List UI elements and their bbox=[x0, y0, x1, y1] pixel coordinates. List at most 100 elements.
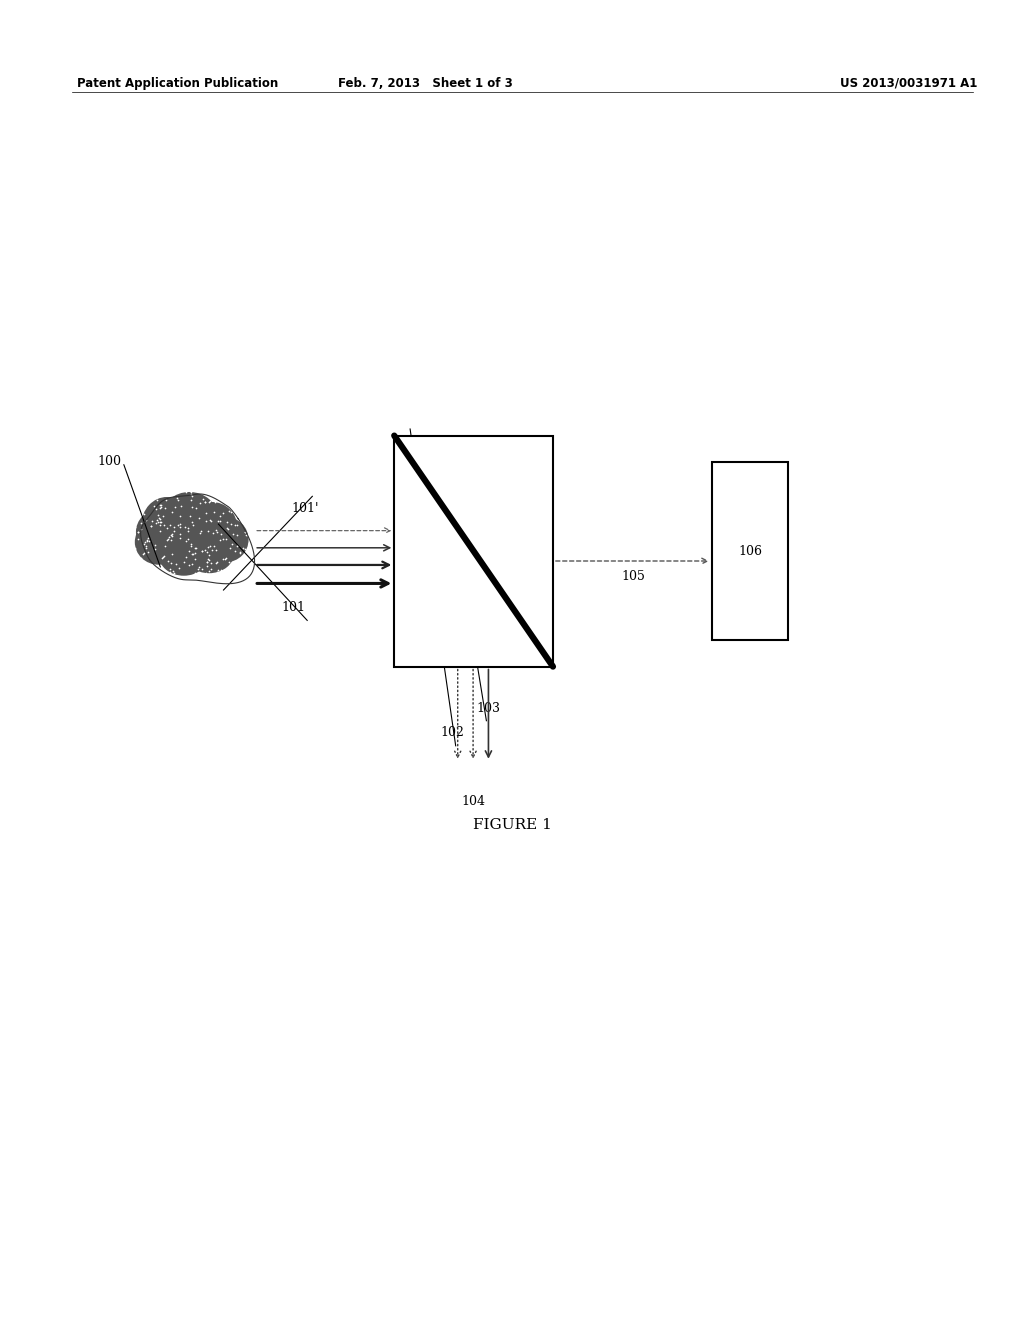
Point bbox=[238, 521, 254, 543]
Point bbox=[155, 506, 171, 527]
Point bbox=[203, 553, 219, 574]
Point bbox=[124, 517, 140, 539]
Point bbox=[201, 491, 217, 512]
Point bbox=[160, 550, 176, 572]
Point bbox=[151, 504, 167, 525]
Point bbox=[125, 527, 141, 548]
Point bbox=[190, 508, 207, 529]
Point bbox=[241, 525, 257, 546]
Point bbox=[194, 541, 210, 562]
Point bbox=[158, 566, 174, 587]
Point bbox=[224, 533, 241, 554]
Point bbox=[196, 566, 212, 587]
Point bbox=[175, 552, 191, 573]
Point bbox=[164, 543, 180, 564]
Point bbox=[229, 524, 246, 545]
Point bbox=[198, 562, 214, 583]
Point bbox=[205, 523, 221, 544]
Point bbox=[212, 506, 228, 527]
Point bbox=[147, 561, 164, 582]
Point bbox=[163, 529, 179, 550]
Text: 102: 102 bbox=[440, 726, 464, 739]
Point bbox=[147, 561, 164, 582]
Point bbox=[183, 544, 200, 565]
Point bbox=[200, 537, 216, 558]
Point bbox=[126, 540, 142, 561]
Point bbox=[159, 529, 175, 550]
Point bbox=[138, 529, 155, 550]
Point bbox=[232, 541, 249, 562]
Ellipse shape bbox=[184, 531, 234, 573]
Point bbox=[137, 496, 154, 517]
Ellipse shape bbox=[141, 498, 193, 552]
Point bbox=[153, 496, 169, 517]
Point bbox=[129, 521, 145, 543]
Point bbox=[166, 516, 182, 537]
Point bbox=[127, 516, 143, 537]
Point bbox=[225, 523, 242, 544]
Point bbox=[140, 531, 157, 552]
Point bbox=[139, 490, 156, 511]
Point bbox=[178, 531, 195, 552]
Point bbox=[164, 524, 180, 545]
Point bbox=[153, 494, 169, 515]
Point bbox=[170, 490, 186, 511]
Point bbox=[171, 528, 187, 549]
Point bbox=[169, 479, 185, 500]
Point bbox=[200, 565, 216, 586]
Ellipse shape bbox=[159, 533, 209, 576]
Point bbox=[146, 486, 163, 507]
Point bbox=[172, 524, 188, 545]
Text: Feb. 7, 2013   Sheet 1 of 3: Feb. 7, 2013 Sheet 1 of 3 bbox=[338, 77, 512, 90]
Point bbox=[221, 552, 238, 573]
Point bbox=[224, 500, 241, 521]
Point bbox=[195, 488, 211, 510]
Point bbox=[187, 498, 204, 519]
Ellipse shape bbox=[136, 510, 181, 554]
Point bbox=[210, 511, 226, 532]
Text: 105: 105 bbox=[622, 570, 645, 583]
Point bbox=[216, 490, 232, 511]
Point bbox=[223, 513, 240, 535]
Point bbox=[133, 548, 150, 569]
Point bbox=[187, 475, 204, 496]
Point bbox=[137, 535, 154, 556]
Point bbox=[216, 549, 232, 570]
Point bbox=[199, 552, 215, 573]
Point bbox=[229, 536, 246, 557]
Point bbox=[152, 494, 168, 515]
Point bbox=[164, 525, 180, 546]
Point bbox=[211, 529, 227, 550]
Point bbox=[210, 560, 226, 581]
Point bbox=[193, 520, 209, 541]
Point bbox=[201, 549, 217, 570]
Point bbox=[196, 566, 212, 587]
Point bbox=[187, 537, 204, 558]
Point bbox=[228, 496, 245, 517]
Point bbox=[156, 515, 172, 536]
Point bbox=[182, 484, 199, 506]
Point bbox=[121, 521, 137, 543]
Point bbox=[228, 554, 245, 576]
Point bbox=[187, 548, 204, 569]
Point bbox=[120, 519, 136, 540]
Point bbox=[182, 533, 199, 554]
Text: 101: 101 bbox=[282, 601, 305, 614]
Point bbox=[175, 573, 191, 594]
Text: Patent Application Publication: Patent Application Publication bbox=[77, 77, 279, 90]
Point bbox=[218, 517, 234, 539]
Point bbox=[200, 520, 216, 541]
Ellipse shape bbox=[204, 517, 249, 562]
Point bbox=[151, 508, 167, 529]
Point bbox=[237, 539, 253, 560]
Point bbox=[203, 510, 219, 531]
Point bbox=[191, 492, 208, 513]
Point bbox=[166, 562, 182, 583]
Point bbox=[239, 525, 255, 546]
Point bbox=[162, 515, 178, 536]
Point bbox=[162, 558, 178, 579]
Bar bbox=[394, 436, 553, 667]
Point bbox=[164, 479, 180, 500]
Point bbox=[152, 520, 168, 541]
Point bbox=[133, 519, 150, 540]
